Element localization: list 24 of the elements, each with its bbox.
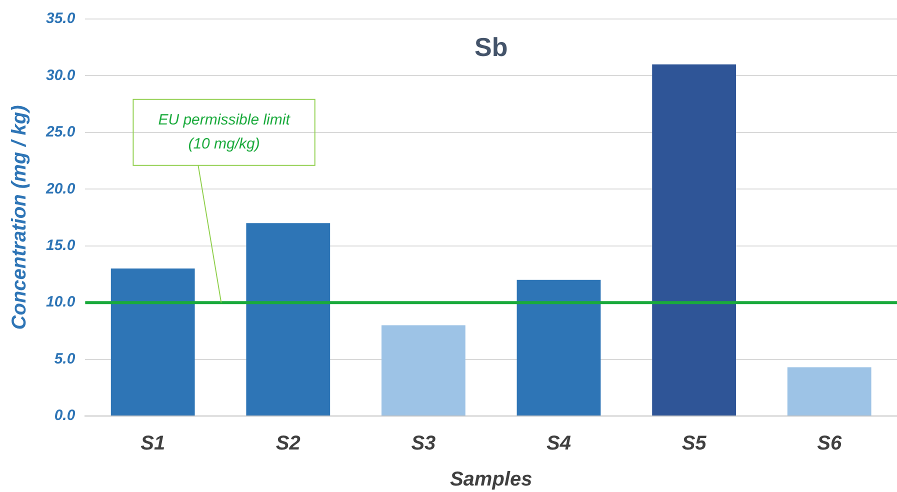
x-tick-label: S1 xyxy=(140,432,166,455)
y-tick-label: 35.0 xyxy=(46,10,76,28)
x-tick-label: S2 xyxy=(276,432,300,455)
y-tick-label: 5.0 xyxy=(54,350,76,368)
y-axis-title: Concentration (mg / kg) xyxy=(8,104,31,330)
bar xyxy=(246,223,330,416)
text: Sb xyxy=(474,32,508,62)
y-tick-label: 0.0 xyxy=(54,407,76,424)
bar xyxy=(516,280,601,416)
x-tick-label: S4 xyxy=(546,432,571,455)
bar xyxy=(787,367,872,416)
x-tick-label: S3 xyxy=(411,432,436,455)
y-tick-label: 15.0 xyxy=(46,237,76,254)
y-tick-label: 25.0 xyxy=(44,124,76,141)
bar xyxy=(382,325,466,416)
y-tick-label: 10.0 xyxy=(46,294,76,311)
x-tick-label: S5 xyxy=(682,432,708,455)
y-tick-label: 30.0 xyxy=(46,66,76,84)
x-tick-label: S6 xyxy=(817,432,842,455)
bar xyxy=(652,64,736,416)
bar xyxy=(110,268,195,416)
ref-line-label: EU permissible limit (10 mg/kg) xyxy=(158,112,291,153)
x-axis-title: Samples xyxy=(450,468,532,491)
y-tick-label: 20.0 xyxy=(44,180,76,198)
